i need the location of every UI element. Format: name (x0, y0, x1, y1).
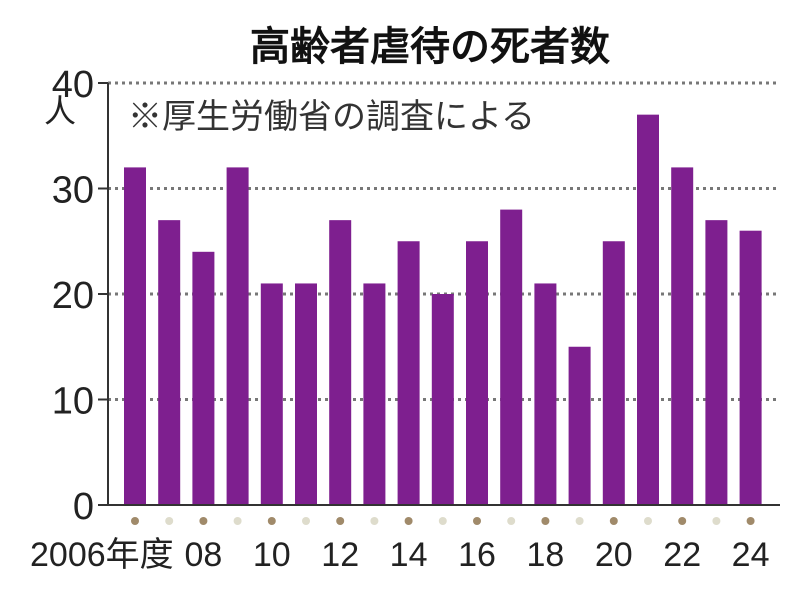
x-tick-label: 18 (526, 536, 564, 574)
x-tick-dot (131, 517, 139, 525)
bar-2006 (124, 167, 146, 505)
bar-2021 (637, 114, 659, 506)
x-tick-dot (267, 517, 276, 525)
x-tick-dot (233, 517, 242, 525)
bar-2011 (295, 283, 317, 505)
x-tick-dot (644, 517, 652, 525)
x-tick-label: 12 (321, 536, 359, 574)
x-tick-label: 16 (458, 536, 496, 574)
x-tick-label: 2006年度 (30, 536, 174, 574)
x-tick-dot (678, 517, 687, 525)
bar-2015 (431, 294, 454, 505)
x-tick-dot (302, 517, 310, 525)
bar-2018 (534, 283, 557, 505)
bar-2010 (260, 283, 283, 505)
bar-2009 (226, 167, 249, 505)
bar-2007 (158, 220, 181, 505)
bar-2012 (329, 220, 352, 505)
y-tick-label: 40 (52, 64, 94, 106)
x-tick-label: 08 (184, 536, 222, 574)
x-tick-dot (712, 517, 721, 525)
bar-2008 (192, 251, 215, 505)
x-tick-dot (541, 517, 550, 525)
x-tick-dot (575, 517, 584, 525)
y-tick-label: 20 (52, 275, 94, 317)
x-tick-label: 22 (663, 536, 701, 574)
x-tick-label: 20 (595, 536, 633, 574)
x-tick-dot (473, 517, 481, 525)
bar-2019 (568, 346, 591, 505)
bar-2017 (500, 209, 523, 505)
x-tick-dot (438, 517, 447, 525)
x-tick-label: 10 (253, 536, 291, 574)
y-tick-label: 10 (52, 381, 94, 423)
bar-2024 (739, 230, 762, 505)
y-axis-unit: 人 (44, 92, 76, 130)
bar-2023 (705, 220, 728, 505)
y-tick-label: 30 (52, 170, 94, 212)
bar-2020 (602, 241, 625, 505)
x-tick-dot (404, 517, 413, 525)
y-tick-label: 0 (73, 486, 94, 528)
x-tick-dot (199, 517, 208, 525)
bar-2013 (363, 283, 386, 505)
x-tick-dot (507, 517, 516, 525)
x-tick-dot (165, 517, 174, 525)
bar-2014 (397, 241, 420, 505)
x-tick-label: 24 (732, 536, 770, 574)
chart-title: 高齢者虐待の死者数 (250, 24, 610, 70)
x-tick-dot (336, 517, 345, 525)
x-tick-label: 14 (390, 536, 428, 574)
x-tick-dot (609, 517, 618, 525)
chart-note: ※厚生労働省の調査による (128, 97, 535, 137)
bar-2016 (466, 241, 488, 505)
x-tick-dot (370, 517, 379, 525)
x-tick-dot (746, 517, 755, 525)
bar-2022 (671, 167, 694, 505)
